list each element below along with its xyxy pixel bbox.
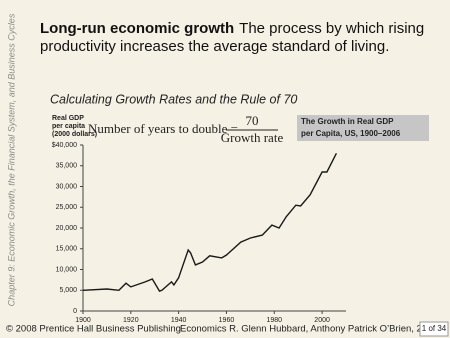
y-tick-label: 0 — [73, 308, 77, 315]
line — [82, 152, 338, 292]
y-tick-label: 25,000 — [56, 204, 78, 211]
slide-title: Long-run economic growth The process by w… — [40, 20, 438, 56]
formula-lhs: Number of years to double = — [88, 121, 238, 136]
x-tick-label: 1920 — [123, 317, 139, 324]
y-tick-label: 10,000 — [56, 266, 78, 273]
y-tick-label: 5,000 — [59, 287, 77, 294]
chart-title: The Growth in Real GDP — [301, 117, 394, 126]
footer-mid: Economics R. Glenn Hubbard, Anthony Patr… — [180, 324, 430, 335]
y-tick-label: 20,000 — [56, 225, 78, 232]
chart-title-box — [297, 115, 429, 141]
title-rest: The process by which rising productivity… — [40, 20, 425, 55]
footer-left: © 2008 Prentice Hall Business Publishing — [6, 324, 181, 335]
subtitle: Calculating Growth Rates and the Rule of… — [50, 92, 297, 106]
page-box — [419, 321, 449, 337]
side-text: Chapter 9: Economic Growth, the Financia… — [6, 13, 16, 306]
page-number: 1 of 34 — [422, 324, 447, 333]
chart-title: per Capita, US, 1900–2006 — [301, 129, 401, 138]
y-tick-label: $40,000 — [52, 142, 77, 149]
y-tick-label: 30,000 — [56, 183, 78, 190]
x-tick-label: 1980 — [266, 317, 282, 324]
y-tick-label: 35,000 — [56, 163, 78, 170]
x-tick-label: 2000 — [314, 317, 330, 324]
x-tick-label: 1960 — [219, 317, 235, 324]
y-label: Real GDP — [52, 115, 84, 122]
x-tick-label: 1940 — [171, 317, 187, 324]
y-label: per capita — [52, 123, 85, 130]
y-label: (2000 dollars) — [52, 131, 97, 138]
formula-denominator: Growth rate — [221, 130, 284, 145]
y-tick-label: 15,000 — [56, 246, 78, 253]
title-bold: Long-run economic growth — [40, 20, 235, 37]
x-tick-label: 1900 — [75, 317, 91, 324]
formula-numerator: 70 — [246, 113, 259, 128]
